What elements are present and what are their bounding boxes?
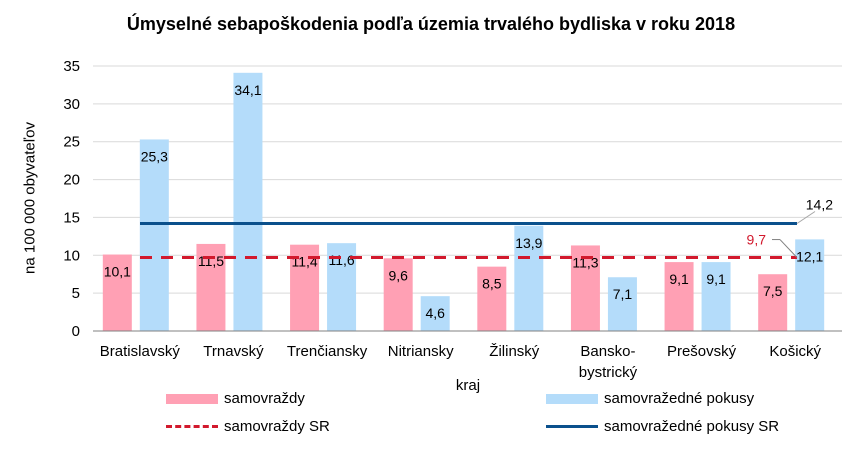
data-label: 9,7: [747, 232, 767, 248]
y-tick-label: 5: [72, 285, 80, 302]
legend-line-icon: [166, 425, 218, 428]
x-tick-label: Prešovský: [667, 343, 737, 360]
y-tick-label: 35: [63, 58, 80, 75]
bar-samovrazdy: [758, 274, 788, 331]
data-label: 9,6: [388, 267, 408, 283]
legend-swatch-icon: [546, 393, 598, 404]
legend-label: samovraždy: [224, 390, 305, 407]
data-label: 7,1: [613, 286, 633, 302]
bar-samovrazdy: [102, 254, 132, 331]
legend-label: samovraždy SR: [224, 418, 330, 435]
bar-pokusy: [420, 296, 450, 331]
legend-line-icon: [546, 425, 598, 428]
y-tick-label: 10: [63, 247, 80, 264]
x-tick-label: Nitriansky: [388, 343, 454, 360]
x-tick-label: Košický: [769, 343, 821, 360]
legend-swatch-icon: [166, 393, 218, 404]
y-tick-label: 25: [63, 134, 80, 151]
x-tick-label: bystrický: [579, 364, 638, 381]
y-tick-label: 20: [63, 172, 80, 189]
leader-line: [796, 211, 816, 224]
bar-pokusy: [233, 72, 263, 332]
x-axis-label: kraj: [455, 377, 481, 394]
x-tick-label: Žilinský: [489, 343, 540, 360]
data-label: 12,1: [796, 248, 823, 264]
legend-item: samovražedné pokusy SR: [546, 418, 779, 435]
data-label: 13,9: [515, 235, 542, 251]
x-tick-label: Bansko-: [580, 343, 635, 360]
data-label: 8,5: [482, 276, 502, 292]
bar-pokusy: [795, 239, 825, 331]
legend-item: samovraždy SR: [166, 418, 330, 435]
data-label: 7,5: [763, 283, 783, 299]
legend-item: samovražedné pokusy: [546, 390, 754, 407]
y-tick-label: 15: [63, 209, 80, 226]
leader-line: [779, 239, 798, 258]
bar-samovrazdy: [383, 258, 413, 331]
legend-label: samovražedné pokusy: [604, 390, 755, 407]
bar-pokusy: [607, 277, 637, 331]
chart-title: Úmyselné sebapoškodenia podľa územia trv…: [126, 14, 736, 34]
y-tick-label: 0: [72, 323, 80, 340]
data-label: 34,1: [234, 82, 261, 98]
bar-samovrazdy: [477, 266, 507, 331]
legend-label: samovražedné pokusy SR: [604, 418, 780, 435]
data-label: 9,1: [706, 271, 726, 287]
data-label: 11,6: [328, 252, 354, 268]
x-tick-label: Trenčiansky: [287, 343, 368, 360]
data-label: 14,2: [806, 196, 833, 212]
y-tick-label: 30: [63, 96, 80, 113]
bar-pokusy: [514, 225, 544, 331]
x-tick-label: Bratislavský: [100, 343, 181, 360]
bar-samovrazdy: [664, 262, 694, 331]
data-label: 10,1: [104, 264, 131, 280]
data-label: 9,1: [669, 271, 689, 287]
bar-samovrazdy: [290, 244, 320, 331]
bar-pokusy: [139, 139, 169, 331]
data-label: 11,5: [198, 253, 224, 269]
x-tick-label: Trnavský: [203, 343, 264, 360]
legend-item: samovraždy: [166, 390, 305, 407]
data-label: 25,3: [141, 148, 168, 164]
bar-pokusy: [701, 262, 731, 331]
bar-samovrazdy: [570, 245, 600, 331]
data-label: 4,6: [425, 305, 445, 321]
